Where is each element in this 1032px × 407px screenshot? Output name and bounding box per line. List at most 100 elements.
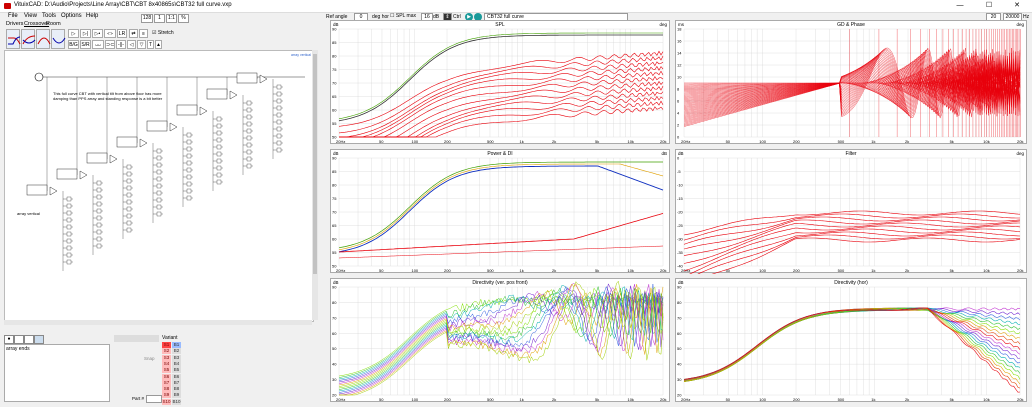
variant-s6[interactable]: S6	[162, 373, 171, 380]
filter-curve	[689, 231, 1021, 274]
variant-b9[interactable]: B9	[172, 392, 181, 399]
menu-view[interactable]: View	[24, 13, 37, 19]
ratio-button[interactable]: 1:1	[166, 14, 177, 23]
graph-title: Directivity (hor)	[834, 280, 868, 286]
variant-b3[interactable]: B3	[172, 354, 181, 361]
menu-file[interactable]: File	[8, 13, 18, 19]
y-tick-label: 90	[677, 285, 682, 290]
x-tick-label: 20Hz	[336, 397, 345, 402]
variant-s10[interactable]: S10	[162, 398, 171, 405]
variant-b10[interactable]: B10	[172, 398, 181, 405]
align-icon[interactable]: ≡	[139, 29, 148, 38]
grid-icon[interactable]	[24, 335, 34, 344]
phase-curve	[683, 51, 1021, 123]
resistor-icon[interactable]: -□-	[104, 29, 116, 38]
variant-b8[interactable]: B8	[172, 386, 181, 393]
x-tick-label: 1k	[519, 139, 523, 144]
y-tick-label: 60	[332, 237, 337, 242]
ground-icon[interactable]: ▽	[137, 40, 146, 49]
variant-s7[interactable]: S7	[162, 379, 171, 386]
snap-button[interactable]: 1	[154, 14, 165, 23]
variant-s5[interactable]: S5	[162, 367, 171, 374]
stretch-checkbox[interactable]: ☑ Stretch	[152, 30, 174, 36]
graph-directivity-hor[interactable]: Directivity (hor) dB 90 80 70 60 50 40 30 20 20Hz 5…	[675, 278, 1027, 402]
graph-directivity-ver-pos-front[interactable]: Directivity (ver. pos front) dB 90 80 70 60 50…	[330, 278, 670, 402]
buffer-icon[interactable]: ▷	[68, 29, 79, 38]
lr-button[interactable]: LR	[117, 29, 127, 38]
cursor-icon[interactable]	[474, 13, 482, 21]
play-icon[interactable]: ▶	[465, 13, 473, 21]
zoom-value-field[interactable]: 128	[141, 14, 153, 23]
capacitor-icon[interactable]: -||-	[116, 40, 126, 49]
percent-button[interactable]: %	[178, 14, 189, 23]
splmax-checkbox[interactable]: ☐ SPL max	[390, 13, 416, 19]
filter-block	[86, 152, 108, 164]
graph-gd-phase[interactable]: GD & Phase ms deg 18 16 14 12 10 8 6 4 2 0 20Hz 50 100 2…	[675, 20, 1027, 144]
inductor-icon[interactable]: ᴗᴗ	[92, 40, 104, 49]
power-green-curve	[338, 161, 663, 249]
variant-s1[interactable]: S1	[162, 342, 171, 348]
graph-filter[interactable]: Filter dB deg 0 -5 -10 -15 -20 -25 -30 -35 -40 20Hz 5…	[675, 149, 1027, 274]
spl-axial-curve	[338, 34, 663, 122]
driver-box	[246, 107, 252, 113]
x-tick-label: 5k	[595, 397, 599, 402]
driver-box	[156, 162, 162, 168]
stop-icon[interactable]	[14, 335, 24, 344]
y-tick-label: 55	[332, 250, 337, 255]
color-icon[interactable]	[34, 335, 44, 344]
menu-help[interactable]: Help	[86, 13, 99, 19]
driver-box	[276, 84, 282, 90]
sr-button[interactable]: S/R	[80, 40, 91, 49]
schematic-canvas[interactable]: This full curve CBT with vertical tilt f…	[4, 50, 314, 322]
variant-s9[interactable]: S9	[162, 392, 171, 399]
filter-hp-icon[interactable]	[21, 29, 36, 49]
y-tick-label: 70	[677, 315, 682, 320]
inverter-icon[interactable]: ▷|	[80, 29, 91, 38]
variant-s8[interactable]: S8	[162, 386, 171, 393]
driver-box	[216, 172, 222, 178]
y-tick-label: 70	[332, 210, 337, 215]
tab-room[interactable]: Room	[46, 21, 61, 27]
gain-icon[interactable]: ▷•	[92, 29, 103, 38]
variant-b2[interactable]: B2	[172, 348, 181, 355]
tab-drivers[interactable]: Drivers	[6, 21, 24, 27]
record-icon[interactable]: ●	[4, 335, 14, 344]
driver-box	[96, 243, 102, 249]
variant-b1[interactable]: B1	[172, 342, 181, 348]
maximize-button[interactable]: ☐	[985, 2, 993, 9]
bg-button[interactable]: B/G	[68, 40, 79, 49]
filter-lp-icon[interactable]	[6, 29, 21, 49]
minimize-button[interactable]: —	[956, 2, 964, 9]
menu-options[interactable]: Options	[61, 13, 82, 19]
graph-title: SPL	[495, 22, 505, 28]
x-tick-label: 100	[411, 268, 418, 273]
graph-power-di[interactable]: Power & DI dB dB 90 85 80 75 70 65 60 55 50 20Hz 50 10…	[330, 149, 670, 273]
mirror-icon[interactable]: ⇄	[129, 29, 138, 38]
filter-notch-icon[interactable]	[51, 29, 66, 49]
close-button[interactable]: ✕	[1014, 2, 1020, 9]
driver-box	[186, 188, 192, 194]
spl-off-axis-curve	[338, 50, 664, 127]
speaker-icon[interactable]: ◁	[127, 40, 136, 49]
part-number-field[interactable]	[146, 395, 162, 403]
filter-bp-icon[interactable]	[36, 29, 51, 49]
graph-spl[interactable]: SPL dB deg 90 85 80 75 70 65 60 55 50 20Hz 50 100 200 50…	[330, 20, 670, 144]
variant-s2[interactable]: S2	[162, 348, 171, 355]
note-icon[interactable]: ▲	[155, 40, 162, 49]
variant-b5[interactable]: B5	[172, 367, 181, 374]
variant-b6[interactable]: B6	[172, 373, 181, 380]
schematic-vertical-scrollbar[interactable]	[312, 50, 318, 320]
transformer-icon[interactable]: ⊃⊂	[105, 40, 115, 49]
y-tick-label: 6	[677, 99, 680, 104]
variant-s4[interactable]: S4	[162, 360, 171, 367]
tab-crossover[interactable]: Crossover	[24, 21, 50, 27]
text-icon[interactable]: T	[147, 40, 154, 49]
menu-tools[interactable]: Tools	[42, 13, 57, 19]
notes-textarea[interactable]: array ends	[4, 344, 110, 402]
driver-box	[186, 174, 192, 180]
variant-b7[interactable]: B7	[172, 379, 181, 386]
variant-s3[interactable]: S3	[162, 354, 171, 361]
x-tick-label: 20k	[1017, 268, 1023, 273]
schematic-horizontal-scrollbar[interactable]	[4, 320, 312, 325]
variant-b4[interactable]: B4	[172, 360, 181, 367]
